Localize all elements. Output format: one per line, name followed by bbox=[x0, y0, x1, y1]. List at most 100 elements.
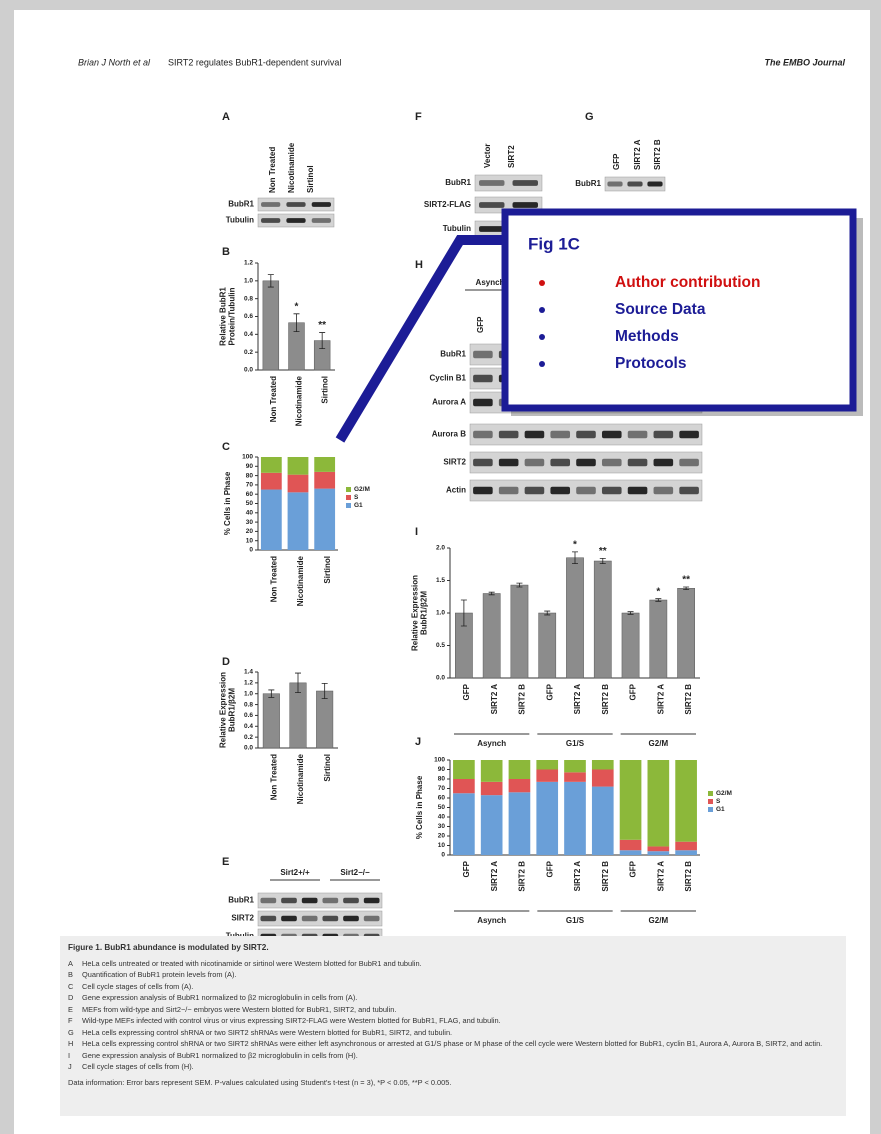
legend-label: G1 bbox=[716, 806, 725, 813]
caption-letter: C bbox=[68, 981, 74, 991]
blot-background bbox=[257, 910, 383, 927]
bar-segment bbox=[480, 795, 503, 855]
x-tick-label: GFP bbox=[462, 683, 471, 700]
bullet bbox=[539, 280, 545, 286]
x-tick-label: SIRT2 B bbox=[601, 861, 610, 892]
x-tick-label: Non Treated bbox=[269, 754, 278, 800]
running-title: SIRT2 regulates BubR1-dependent survival bbox=[168, 57, 341, 67]
bullet bbox=[539, 361, 545, 367]
y-tick-label: 50 bbox=[246, 500, 254, 507]
caption-item: B Quantification of BubR1 protein levels … bbox=[68, 969, 838, 981]
bar-segment bbox=[619, 850, 642, 855]
x-tick-label: GFP bbox=[545, 860, 554, 877]
x-tick-label: SIRT2 A bbox=[490, 861, 499, 892]
bar-segment bbox=[647, 851, 670, 855]
callout-box[interactable] bbox=[501, 208, 857, 412]
group-label: G1/S bbox=[566, 739, 585, 748]
caption-text: MEFs from wild-type and Sirt2−/− embryos… bbox=[82, 1004, 397, 1014]
band bbox=[679, 430, 699, 439]
y-tick-label: 90 bbox=[246, 463, 254, 470]
panel-letter: D bbox=[222, 656, 230, 668]
x-tick-label: Sirtinol bbox=[323, 556, 332, 584]
y-tick-label: 80 bbox=[246, 472, 254, 479]
bar-segment bbox=[453, 760, 475, 779]
band bbox=[311, 218, 331, 223]
bar-segment bbox=[564, 772, 586, 782]
error-bar bbox=[516, 582, 523, 588]
callout-item: Source Data bbox=[615, 301, 706, 318]
x-tick-label: Non Treated bbox=[269, 556, 278, 602]
band bbox=[653, 458, 674, 467]
bar-segment bbox=[480, 760, 503, 782]
y-tick-label: 0.0 bbox=[244, 367, 253, 374]
panel-letter: H bbox=[415, 259, 423, 271]
bar-segment bbox=[564, 781, 586, 855]
legend-swatch bbox=[708, 799, 713, 804]
caption-item: A HeLa cells untreated or treated with ni… bbox=[68, 958, 838, 970]
y-tick-label: 10 bbox=[438, 842, 446, 849]
callout-item: Protocols bbox=[615, 355, 686, 372]
y-tick-label: 30 bbox=[438, 823, 446, 830]
panel-letter: I bbox=[415, 526, 418, 538]
band bbox=[524, 486, 545, 495]
error-bar bbox=[319, 332, 326, 349]
y-tick-label: 0.5 bbox=[436, 642, 445, 649]
band bbox=[286, 218, 306, 223]
band bbox=[576, 430, 596, 439]
caption-letter: G bbox=[68, 1027, 74, 1037]
x-tick-label: Nicotinamide bbox=[295, 375, 304, 426]
lane-label: SIRT2 A bbox=[633, 139, 642, 170]
y-axis-label: Protein/Tubulin bbox=[228, 287, 237, 345]
caption-letter: E bbox=[68, 1004, 73, 1014]
caption-letter: J bbox=[68, 1062, 72, 1071]
group-header: Asynch bbox=[476, 278, 505, 287]
band bbox=[647, 181, 663, 187]
y-axis-label: Relative Expression bbox=[411, 575, 420, 651]
legend-swatch bbox=[346, 487, 351, 492]
caption-item: G HeLa cells expressing control shRNA or … bbox=[68, 1027, 838, 1039]
y-tick-label: 60 bbox=[246, 491, 254, 498]
panel-letter: J bbox=[415, 736, 421, 748]
y-tick-label: 0.6 bbox=[244, 313, 253, 320]
band bbox=[576, 458, 596, 467]
row-label: Tubulin bbox=[226, 216, 254, 225]
y-tick-label: 1.0 bbox=[436, 610, 445, 617]
row-label: BubR1 bbox=[440, 350, 466, 359]
bullet bbox=[539, 334, 545, 340]
band bbox=[363, 897, 380, 904]
x-tick-label: SIRT2 A bbox=[490, 684, 499, 715]
caption-letter: A bbox=[68, 958, 73, 968]
bar-segment bbox=[314, 471, 336, 489]
bar-segment bbox=[675, 841, 697, 851]
x-tick-label: SIRT2 A bbox=[573, 861, 582, 892]
panel-letter: E bbox=[222, 856, 229, 868]
y-tick-label: 0 bbox=[441, 852, 445, 859]
band bbox=[473, 350, 493, 359]
bar-segment bbox=[591, 769, 614, 787]
band bbox=[601, 430, 622, 439]
y-tick-label: 70 bbox=[246, 482, 254, 489]
bar-segment bbox=[647, 760, 670, 847]
bar-segment bbox=[536, 769, 559, 782]
bar-segment bbox=[536, 760, 559, 770]
band bbox=[479, 202, 505, 208]
x-tick-label: SIRT2 B bbox=[684, 861, 693, 892]
bar-segment bbox=[287, 492, 309, 550]
error-bar bbox=[599, 558, 606, 564]
band bbox=[550, 486, 571, 495]
legend-label: S bbox=[716, 798, 721, 805]
caption-letter: F bbox=[68, 1016, 73, 1025]
y-tick-label: 10 bbox=[246, 537, 254, 544]
band bbox=[512, 180, 538, 186]
band bbox=[473, 430, 493, 439]
band bbox=[627, 181, 643, 187]
panel-letter: G bbox=[585, 111, 594, 123]
x-tick-label: Sirtinol bbox=[323, 754, 332, 782]
lane-label: Nicotinamide bbox=[287, 142, 296, 193]
y-tick-label: 0.4 bbox=[244, 723, 253, 730]
caption: Figure 1. BubR1 abundance is modulated b… bbox=[60, 936, 846, 1116]
x-tick-label: SIRT2 B bbox=[518, 684, 527, 715]
y-axis-label: Relative BubR1 bbox=[219, 287, 228, 346]
y-tick-label: 1.4 bbox=[244, 669, 253, 676]
bar-segment bbox=[536, 781, 559, 855]
